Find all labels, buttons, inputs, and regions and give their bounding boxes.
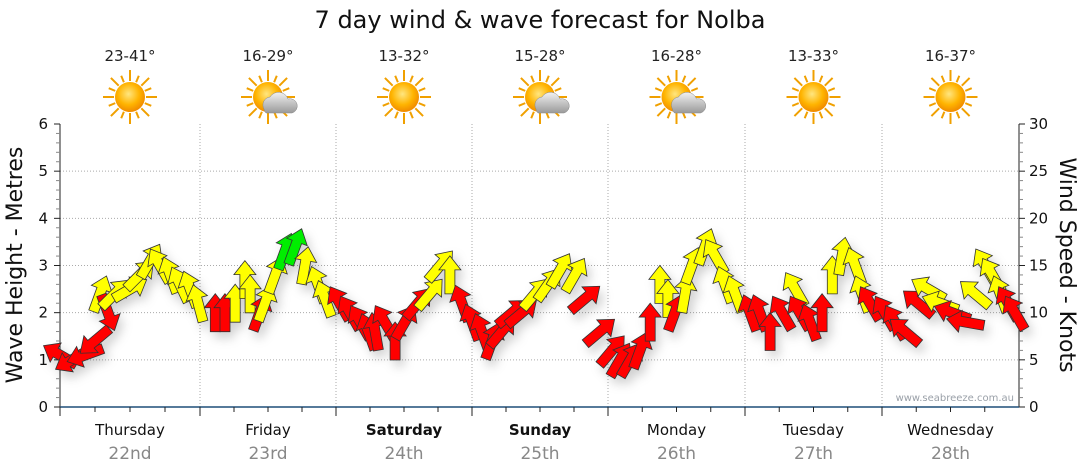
sun-icon xyxy=(923,70,978,124)
right-tick-label: 30 xyxy=(1029,115,1048,133)
sun-icon xyxy=(103,70,157,124)
wind-arrow-87 xyxy=(945,309,986,333)
partly-cloudy-icon xyxy=(513,70,570,124)
sun-icon xyxy=(377,70,431,124)
left-tick-label: 1 xyxy=(38,351,48,369)
wind-arrow-57 xyxy=(638,302,663,342)
day-label: Sunday xyxy=(509,421,572,439)
date-label: 22nd xyxy=(108,444,151,464)
wind-arrow-39 xyxy=(438,255,462,295)
temperature-range: 16-37° xyxy=(925,47,976,65)
temperature-range: 13-32° xyxy=(378,47,429,65)
right-tick-label: 10 xyxy=(1029,304,1048,322)
date-label: 25th xyxy=(520,444,559,464)
left-tick-label: 0 xyxy=(38,398,48,416)
right-axis-label: Wind Speed - Knots xyxy=(1054,157,1079,372)
wind-arrow-84 xyxy=(911,276,948,304)
wind-arrow-93 xyxy=(1002,295,1030,333)
left-tick-label: 4 xyxy=(38,209,48,227)
wind-arrow-82 xyxy=(889,318,924,349)
wind-arrow-58 xyxy=(648,264,672,304)
wind-arrow-69 xyxy=(758,311,782,351)
right-tick-label: 15 xyxy=(1029,257,1048,275)
wind-arrow-25 xyxy=(294,246,318,286)
date-label: 23rd xyxy=(248,444,287,464)
wind-arrow-88 xyxy=(959,281,994,311)
right-tick-label: 25 xyxy=(1029,162,1048,180)
wind-arrow-37 xyxy=(413,278,443,313)
wind-arrow-19 xyxy=(238,274,262,314)
temperature-range: 23-41° xyxy=(104,47,155,65)
wind-arrow-50 xyxy=(560,257,588,295)
wind-arrow-56 xyxy=(628,331,653,371)
date-label: 26th xyxy=(657,444,696,464)
wind-arrow-74 xyxy=(810,293,834,333)
day-label: Thursday xyxy=(94,421,165,439)
wind-arrow-21 xyxy=(253,284,278,324)
right-tick-label: 0 xyxy=(1029,398,1039,416)
right-tick-label: 5 xyxy=(1029,351,1039,369)
wind-arrow-24 xyxy=(283,228,308,267)
partly-cloudy-icon xyxy=(241,70,298,124)
day-label: Wednesday xyxy=(907,421,994,439)
wind-arrow-52 xyxy=(581,318,616,349)
day-label: Saturday xyxy=(366,421,443,439)
day-label: Tuesday xyxy=(782,421,844,439)
wind-arrow-79 xyxy=(857,286,885,323)
wind-arrow-70 xyxy=(769,295,797,333)
right-tick-label: 20 xyxy=(1029,209,1048,227)
wind-arrow-51 xyxy=(566,285,601,316)
wind-arrow-14 xyxy=(185,284,209,324)
temperature-range: 15-28° xyxy=(514,47,565,65)
day-label: Monday xyxy=(647,421,706,439)
chart-title: 7 day wind & wave forecast for Nolba xyxy=(315,6,766,34)
temperature-range: 16-29° xyxy=(242,47,293,65)
date-label: 28th xyxy=(931,444,970,464)
left-axis-label: Wave Height - Metres xyxy=(3,147,28,384)
watermark: www.seabreeze.com.au xyxy=(896,393,1014,404)
partly-cloudy-icon xyxy=(649,70,706,124)
temperature-range: 16-28° xyxy=(651,47,702,65)
wind-arrow-3 xyxy=(79,324,114,354)
left-tick-label: 3 xyxy=(38,257,48,275)
left-tick-label: 5 xyxy=(38,162,48,180)
temperature-range: 13-33° xyxy=(788,47,839,65)
date-label: 24th xyxy=(384,444,423,464)
day-label: Friday xyxy=(245,421,291,439)
date-label: 27th xyxy=(794,444,833,464)
left-tick-label: 6 xyxy=(38,115,48,133)
wind-arrow-61 xyxy=(674,274,698,314)
sun-icon xyxy=(786,70,841,124)
left-tick-label: 2 xyxy=(38,304,48,322)
